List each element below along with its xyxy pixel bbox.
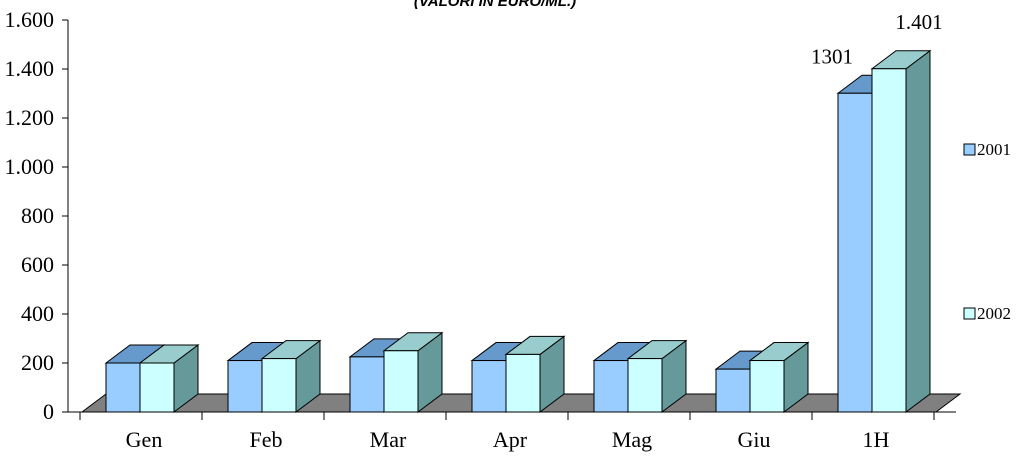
x-tick-label: 1H — [863, 427, 890, 452]
x-tick-label: Mag — [612, 427, 652, 452]
bar-front — [871, 68, 907, 413]
x-tick-label: Feb — [250, 427, 283, 452]
bar-front — [749, 360, 785, 413]
legend-item-2002: 2002 — [963, 304, 1011, 323]
legend-swatch — [963, 307, 976, 320]
data-label-2001: 1301 — [811, 44, 853, 68]
bar-front — [261, 358, 297, 413]
bar-2002-Mag — [626, 339, 688, 413]
legend-label: 2001 — [977, 140, 1011, 159]
bar-front — [227, 360, 263, 413]
bar-front — [593, 360, 629, 413]
chart-subtitle: (VALORI IN EURO/ML.) — [414, 0, 576, 10]
bar-side — [905, 49, 931, 413]
bar-front — [715, 368, 751, 413]
y-tick-label: 1.400 — [5, 56, 55, 81]
y-tick-label: 600 — [21, 252, 54, 277]
y-tick-label: 1.000 — [5, 154, 55, 179]
bar-front — [105, 362, 141, 413]
bar-front — [349, 356, 385, 413]
data-label-2002: 1.401 — [895, 10, 942, 34]
legend-item-2001: 2001 — [963, 140, 1011, 159]
bar-2002-Gen — [138, 344, 200, 413]
bar-2002-Giu — [748, 341, 810, 413]
x-tick-label: Giu — [738, 427, 771, 452]
x-tick-label: Gen — [126, 427, 163, 452]
bar-front — [505, 353, 541, 413]
bar-front — [627, 358, 663, 413]
bar-2002-1H — [870, 49, 932, 413]
legend-label: 2002 — [977, 304, 1011, 323]
y-tick-label: 800 — [21, 203, 54, 228]
bar-front — [471, 360, 507, 413]
y-tick-label: 1.200 — [5, 105, 55, 130]
bar-front — [139, 362, 175, 413]
bar-2002-Apr — [504, 335, 566, 413]
x-tick-label: Mar — [370, 427, 407, 452]
y-tick-label: 0 — [43, 399, 54, 424]
x-tick-label: Apr — [493, 427, 528, 452]
bar-front — [383, 350, 419, 413]
y-tick-label: 400 — [21, 301, 54, 326]
y-tick-label: 200 — [21, 350, 54, 375]
bar-front — [837, 92, 873, 413]
bar-2002-Mar — [382, 331, 444, 413]
legend-swatch — [963, 143, 976, 156]
bar-2002-Feb — [260, 339, 322, 413]
y-tick-label: 1.600 — [5, 7, 55, 32]
